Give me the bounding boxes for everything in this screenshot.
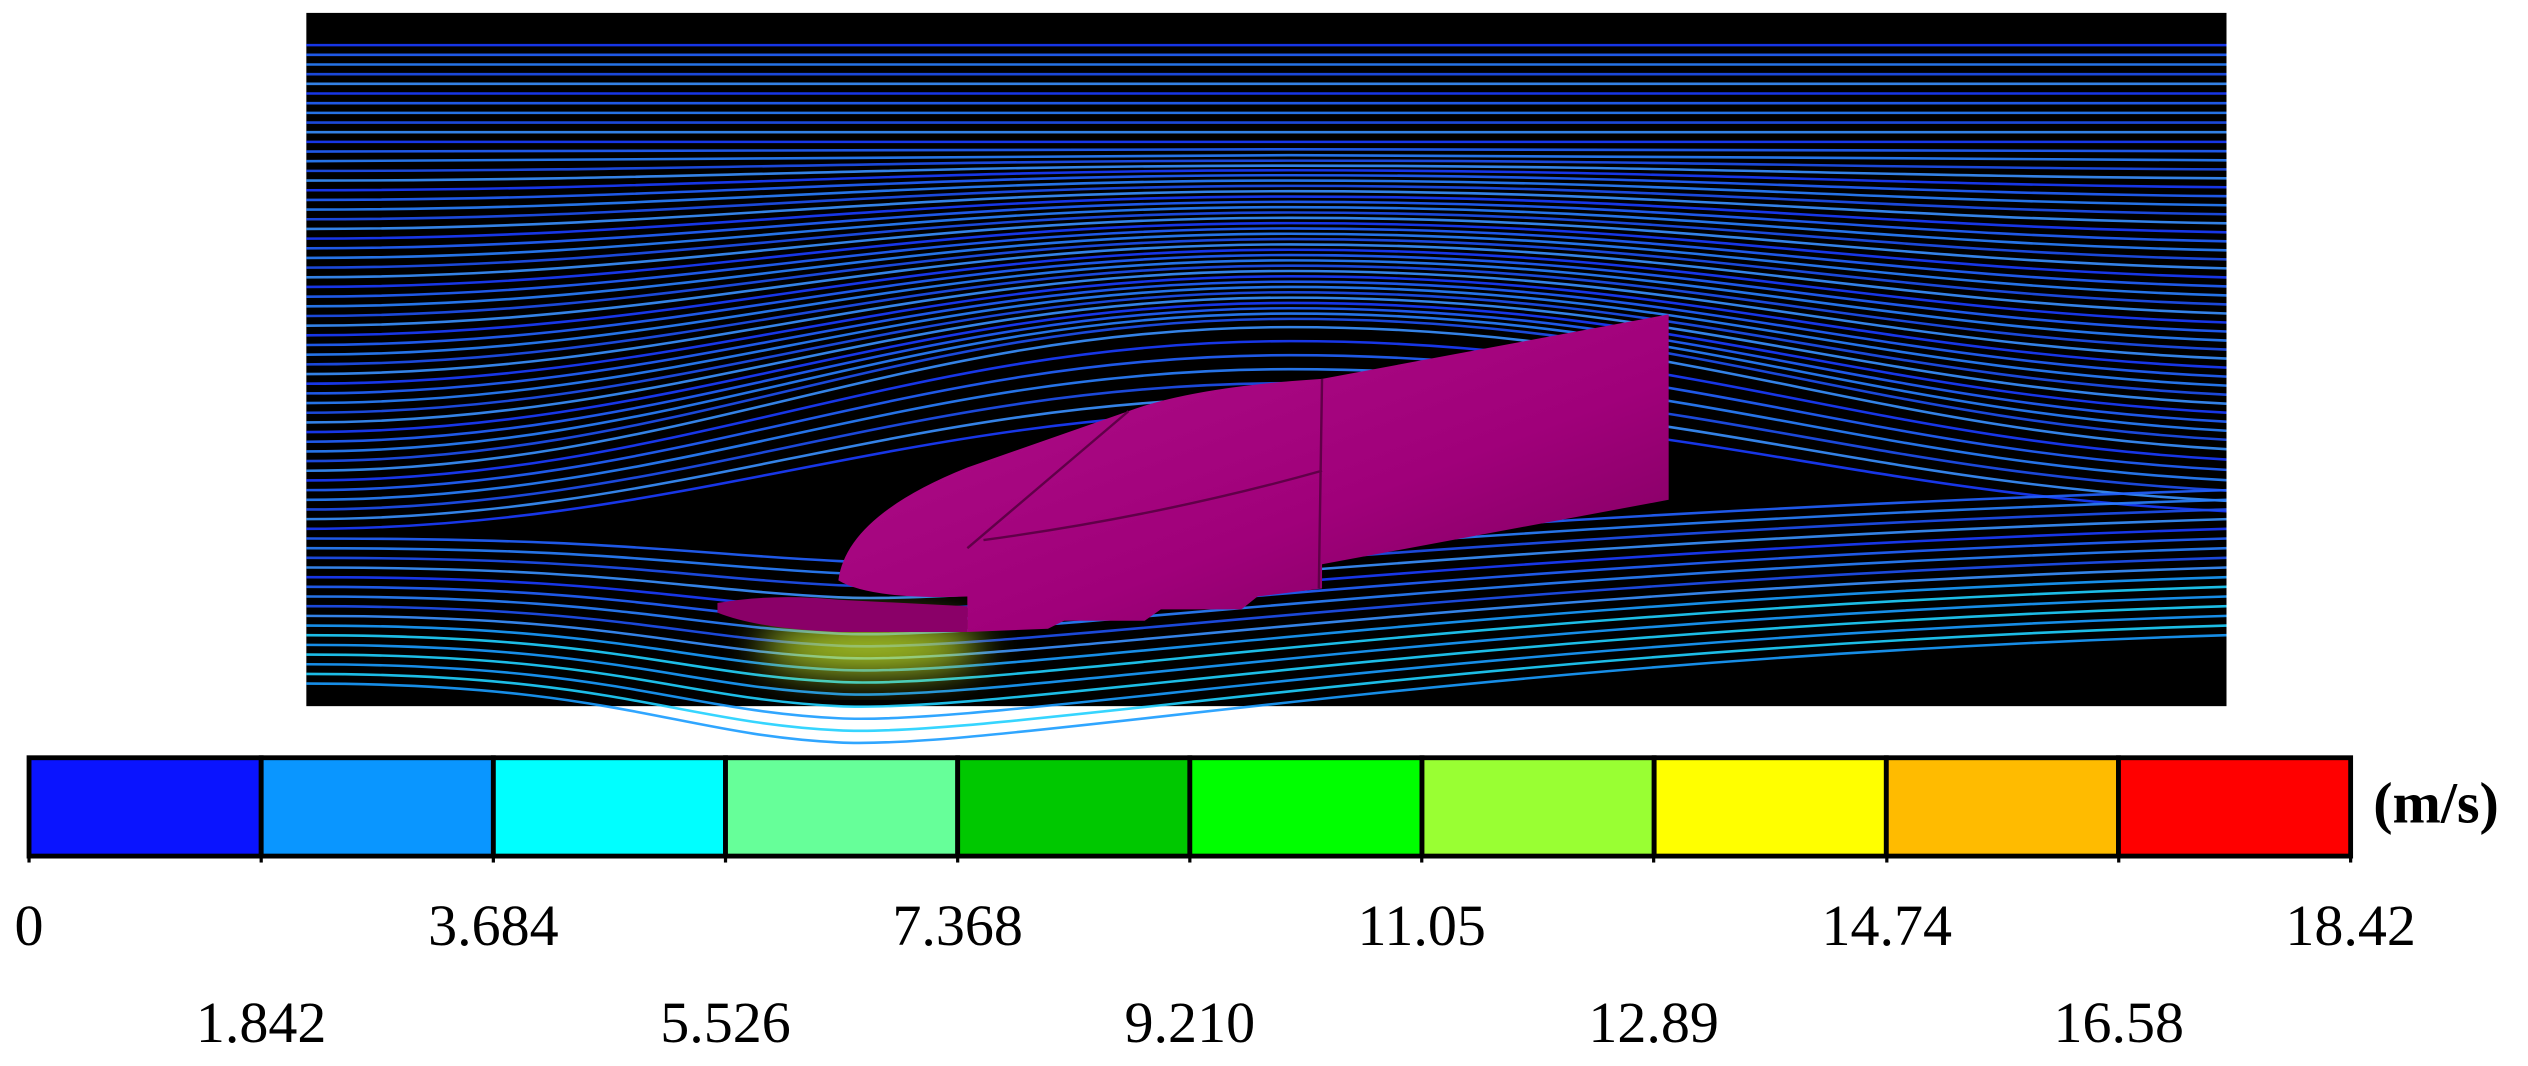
streamline <box>306 269 2227 376</box>
streamline <box>306 248 2227 337</box>
colorbar <box>26 755 2354 863</box>
streamline <box>306 595 2227 696</box>
colorbar-segment <box>490 755 728 859</box>
streamline <box>306 317 2227 463</box>
streamline <box>306 275 2227 385</box>
streamline <box>306 232 2227 308</box>
streamline <box>306 189 2227 231</box>
streamline <box>306 291 2227 415</box>
streamline <box>306 200 2227 250</box>
streamline <box>306 184 2227 221</box>
streamline <box>306 164 2227 182</box>
high-velocity-zone <box>757 622 984 674</box>
colorbar-segment <box>1883 755 2121 859</box>
colorbar-segment <box>723 755 961 859</box>
colorbar-segment <box>1187 755 1425 859</box>
streamline <box>306 253 2227 347</box>
streamline <box>306 179 2227 211</box>
colorbar-segment <box>258 755 496 859</box>
streamline <box>306 353 2227 492</box>
streamline <box>306 168 2227 192</box>
tick-label: 11.05 <box>1358 893 1486 958</box>
streamline <box>306 243 2227 327</box>
streamline <box>306 264 2227 366</box>
tick-label: 12.89 <box>1588 990 1719 1055</box>
streamline <box>306 339 2227 482</box>
tick-label: 9.210 <box>1125 990 1256 1055</box>
streamline <box>306 614 2227 721</box>
tick-label: 3.684 <box>428 893 559 958</box>
streamline <box>306 211 2227 269</box>
streamline <box>306 325 2227 473</box>
streamline <box>306 604 2227 708</box>
streamline <box>306 312 2227 453</box>
streamline <box>306 205 2227 260</box>
tick-label: 14.74 <box>1822 893 1953 958</box>
vehicle-model <box>717 314 1669 632</box>
colorbar-segment <box>1419 755 1657 859</box>
tick-label: 7.368 <box>892 893 1023 958</box>
tick-label: 0 <box>15 893 44 958</box>
streamline <box>306 159 2227 173</box>
colorbar-segment <box>1651 755 1889 859</box>
colorbar-segment <box>955 755 1193 859</box>
tick-label: 18.42 <box>2285 893 2416 958</box>
streamline <box>306 227 2227 298</box>
streamline <box>306 296 2227 424</box>
streamline <box>306 585 2227 684</box>
streamline <box>306 195 2227 240</box>
unit-label: (m/s) <box>2373 771 2499 836</box>
tick-label: 1.842 <box>196 990 327 1055</box>
streamline <box>306 259 2227 356</box>
streamline <box>306 221 2227 289</box>
tick-label: 5.526 <box>660 990 791 1055</box>
streamline <box>306 237 2227 318</box>
streamline <box>306 306 2227 444</box>
streamline <box>306 633 2227 745</box>
tick-label: 16.58 <box>2053 990 2184 1055</box>
streamline <box>306 280 2227 395</box>
streamlines <box>306 43 2227 745</box>
streamline <box>306 153 2227 163</box>
colorbar-segment <box>26 755 264 859</box>
streamline <box>306 216 2227 279</box>
flow-field <box>306 12 2227 707</box>
streamline <box>306 285 2227 405</box>
streamline <box>306 301 2227 434</box>
streamline <box>306 173 2227 202</box>
streamline <box>306 367 2227 502</box>
streamline <box>306 624 2227 733</box>
streamline <box>306 147 2227 153</box>
colorbar-segment <box>2116 755 2354 859</box>
